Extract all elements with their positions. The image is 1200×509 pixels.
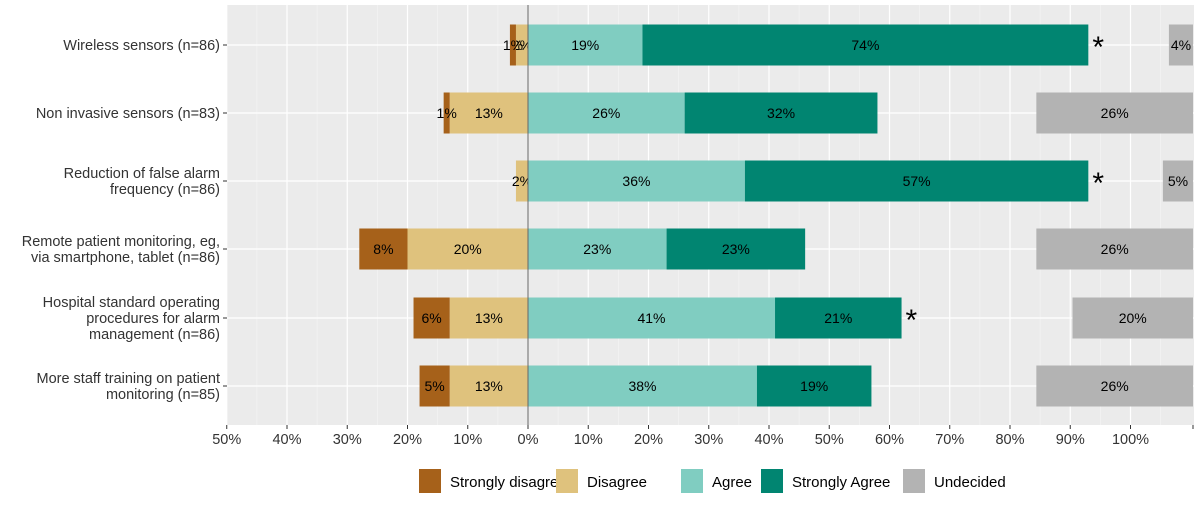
data-label: 74%	[851, 37, 879, 53]
bar-undecided	[1036, 92, 1193, 134]
data-label: 19%	[800, 378, 828, 394]
bar-disagree	[449, 365, 528, 407]
bar-strongly-agree	[666, 228, 806, 270]
bar-strongly-disagree	[443, 92, 450, 134]
x-tick-label: 20%	[634, 432, 663, 448]
plot-panel	[227, 5, 1194, 425]
data-label: 21%	[824, 310, 852, 326]
bar-disagree	[515, 24, 528, 66]
data-label: 5%	[1168, 173, 1188, 189]
x-tick-label: 10%	[453, 432, 482, 448]
bar-agree	[528, 297, 776, 339]
x-tick-label: 20%	[393, 432, 422, 448]
bar-undecided	[1036, 365, 1193, 407]
data-label: 26%	[1101, 378, 1129, 394]
x-tick-label: 30%	[694, 432, 723, 448]
data-label: 26%	[592, 105, 620, 121]
bar-agree	[528, 92, 685, 134]
legend-label: Strongly Agree	[792, 474, 890, 491]
data-label: 38%	[628, 378, 656, 394]
data-label: 57%	[903, 173, 931, 189]
bar-strongly-disagree	[359, 228, 408, 270]
bar-agree	[528, 228, 667, 270]
data-label: 32%	[767, 105, 795, 121]
bar-disagree	[449, 297, 528, 339]
bar-undecided	[1036, 228, 1193, 270]
x-tick-label: 40%	[754, 432, 783, 448]
legend-key	[419, 469, 441, 493]
significance-marker: *	[906, 304, 918, 337]
bar-agree	[528, 160, 745, 202]
bar-undecided	[1072, 297, 1193, 339]
bar-disagree	[449, 92, 528, 134]
bar-strongly-agree	[775, 297, 902, 339]
y-tick-label: More staff training on patient monitoring…	[36, 371, 220, 403]
legend-key	[556, 469, 578, 493]
data-label: 13%	[475, 310, 503, 326]
x-tick-label: 0%	[518, 432, 539, 448]
bar-undecided	[1168, 24, 1193, 66]
data-label: 4%	[1171, 37, 1191, 53]
data-label: 23%	[583, 241, 611, 257]
x-tick-label: 80%	[995, 432, 1024, 448]
x-tick-label: 50%	[815, 432, 844, 448]
data-label: 19%	[571, 37, 599, 53]
bar-strongly-agree	[756, 365, 872, 407]
x-tick-label: 90%	[1056, 432, 1085, 448]
legend-key	[903, 469, 925, 493]
x-tick-label: 30%	[333, 432, 362, 448]
data-label: 20%	[454, 241, 482, 257]
significance-marker: *	[1092, 31, 1104, 64]
bar-undecided	[1162, 160, 1193, 202]
x-tick-label: 100%	[1112, 432, 1149, 448]
data-label: 1%	[437, 105, 457, 121]
data-label: 13%	[475, 105, 503, 121]
data-label: 36%	[622, 173, 650, 189]
bar-strongly-agree	[684, 92, 878, 134]
data-label: 2%	[512, 173, 532, 189]
data-label: 13%	[475, 378, 503, 394]
data-label: 26%	[1101, 105, 1129, 121]
data-label: 26%	[1101, 241, 1129, 257]
data-label: 41%	[637, 310, 665, 326]
data-label: 6%	[421, 310, 441, 326]
legend-key	[681, 469, 703, 493]
bar-strongly-agree	[744, 160, 1089, 202]
data-label: 2%	[512, 37, 532, 53]
data-label: 5%	[424, 378, 444, 394]
bar-strongly-disagree	[413, 297, 450, 339]
y-tick-label: Non invasive sensors (n=83)	[36, 106, 220, 122]
x-tick-label: 10%	[574, 432, 603, 448]
bar-disagree	[407, 228, 528, 270]
data-label: 1%	[503, 37, 523, 53]
legend-key	[761, 469, 783, 493]
x-tick-label: 70%	[935, 432, 964, 448]
y-tick-label: Remote patient monitoring, eg, via smartp…	[22, 234, 220, 266]
data-label: 23%	[722, 241, 750, 257]
legend-label: Undecided	[934, 474, 1006, 491]
legend-label: Disagree	[587, 474, 647, 491]
bar-strongly-disagree	[419, 365, 450, 407]
legend-label: Agree	[712, 474, 752, 491]
bar-strongly-agree	[642, 24, 1089, 66]
y-tick-label: Hospital standard operating procedures fo…	[43, 295, 220, 343]
x-tick-label: 50%	[212, 432, 241, 448]
bar-agree	[528, 24, 643, 66]
significance-marker: *	[1092, 167, 1104, 200]
bar-strongly-disagree	[509, 24, 516, 66]
data-label: 20%	[1119, 310, 1147, 326]
legend-label: Strongly disagree	[450, 474, 567, 491]
x-tick-label: 60%	[875, 432, 904, 448]
y-tick-label: Wireless sensors (n=86)	[63, 38, 220, 54]
y-tick-label: Reduction of false alarm frequency (n=86)	[64, 166, 220, 198]
bar-agree	[528, 365, 757, 407]
data-label: 8%	[373, 241, 393, 257]
bar-disagree	[515, 160, 528, 202]
x-tick-label: 40%	[272, 432, 301, 448]
